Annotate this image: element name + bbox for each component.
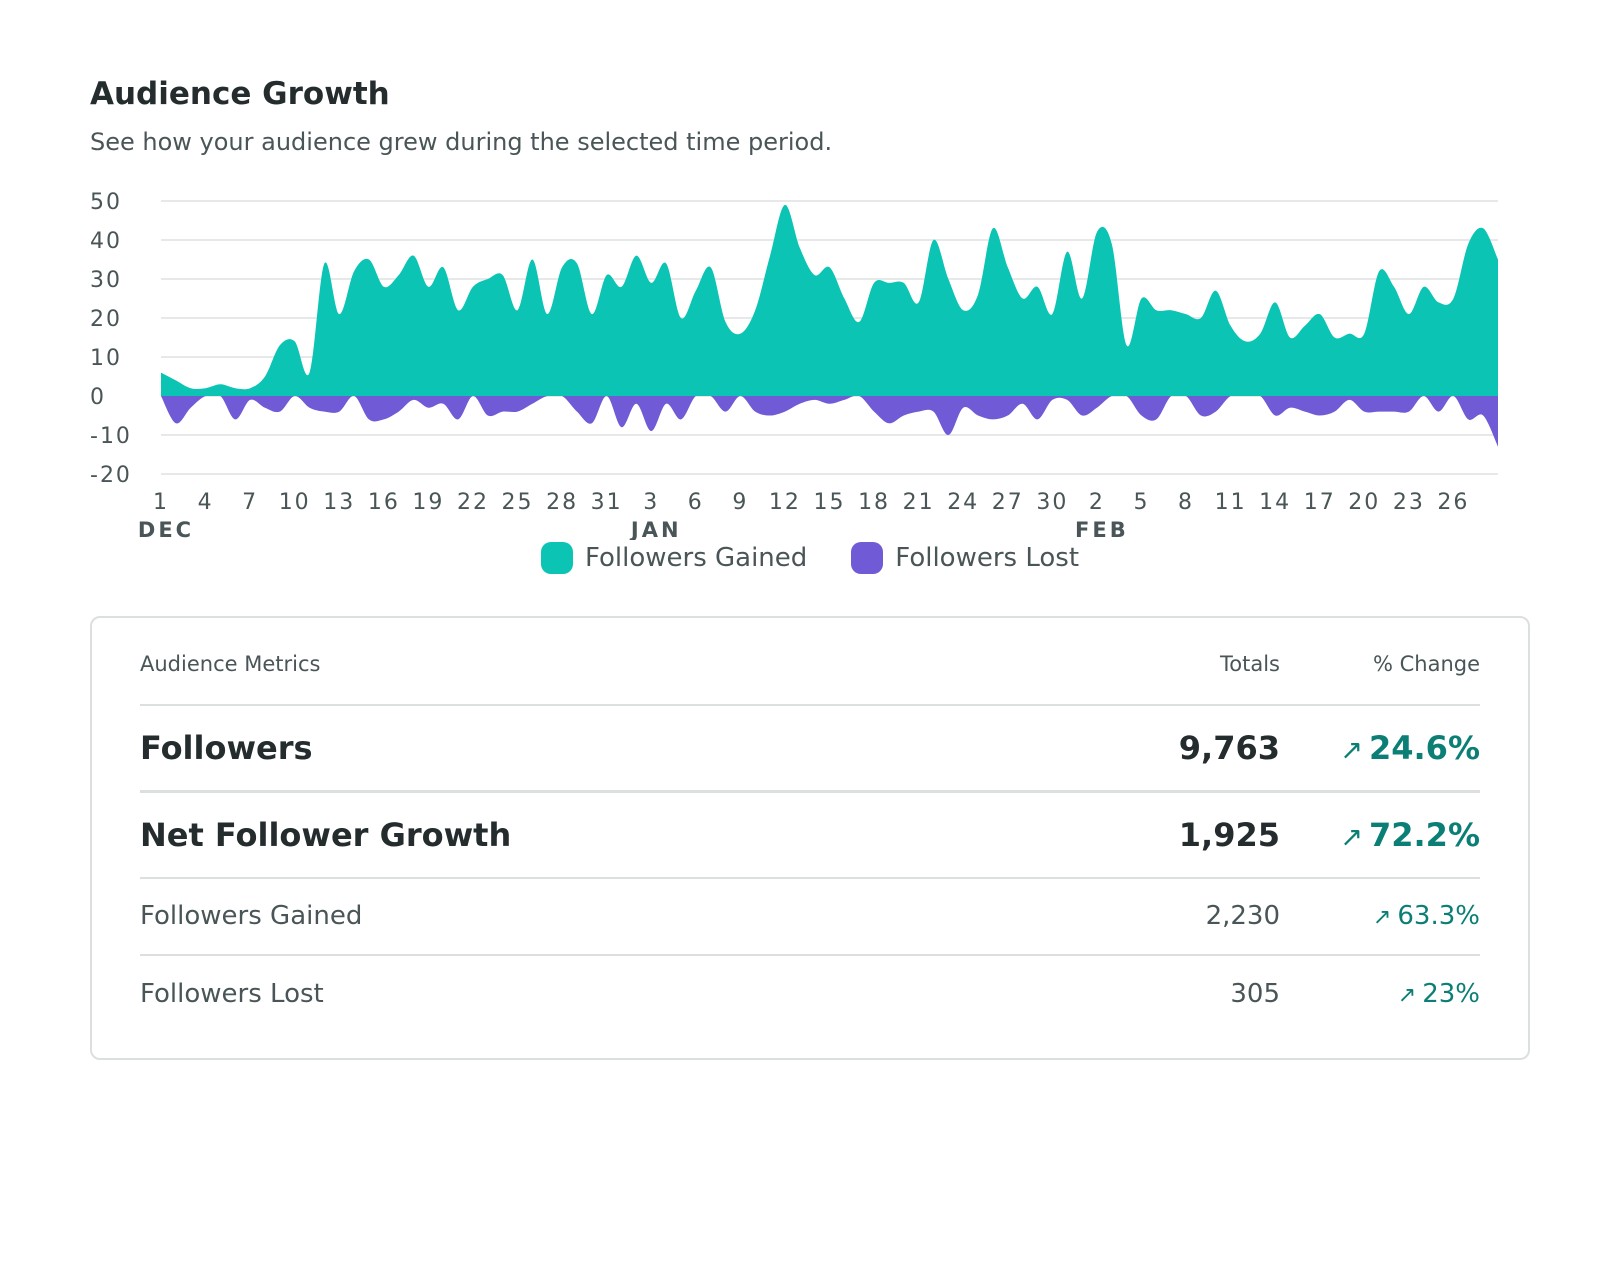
y-tick-label: 0 [90,385,106,410]
legend-swatch-lost [851,542,884,574]
x-tick-label: 22 [457,490,489,515]
divider [140,877,1480,879]
x-tick-label: 3 [643,490,659,515]
x-tick-label: 6 [688,490,704,515]
series-followers-gained-area [161,204,1498,396]
legend-item-lost[interactable]: Followers Lost [851,542,1079,574]
x-tick-label: 14 [1259,490,1291,515]
metric-total: 2,230 [1205,901,1280,931]
metric-name: Followers Gained [140,901,363,931]
y-tick-label: 10 [90,346,122,371]
x-tick-label: 25 [502,490,534,515]
metrics-row-net-growth: Net Follower Growth 1,925 ↗ 72.2% [140,809,1480,861]
y-tick-label: 40 [90,229,122,254]
metric-total: 1,925 [1178,816,1280,854]
metrics-header-name: Audience Metrics [140,652,321,676]
x-tick-label: 20 [1348,490,1380,515]
x-tick-label: 1 [153,490,169,515]
legend-label-lost: Followers Lost [895,543,1080,573]
x-tick-label: 16 [368,490,400,515]
x-tick-label: 7 [242,490,258,515]
x-tick-label: 15 [814,490,846,515]
metric-change: ↗ 23% [1397,979,1480,1009]
metric-total: 305 [1230,979,1280,1009]
metric-name: Followers [140,729,313,767]
metric-change: ↗ 63.3% [1372,901,1480,931]
trend-up-icon: ↗ [1340,735,1363,766]
x-tick-label: 5 [1133,490,1149,515]
chart-legend: Followers Gained Followers Lost [0,542,1620,574]
metric-name: Followers Lost [140,979,324,1009]
metrics-row-lost: Followers Lost 305 ↗ 23% [140,972,1480,1016]
x-tick-label: 4 [198,490,214,515]
y-tick-label: 20 [90,307,122,332]
metrics-header-row: Audience Metrics Totals % Change [140,652,1480,676]
x-tick-label: 9 [732,490,748,515]
x-tick-label: 12 [769,490,801,515]
x-tick-label: 19 [412,490,444,515]
x-tick-label: 28 [546,490,578,515]
series-followers-lost-area [161,393,1498,447]
x-tick-label: 21 [903,490,935,515]
metrics-header-change: % Change [1372,652,1480,676]
legend-label-gained: Followers Gained [584,543,808,573]
x-tick-label: 13 [323,490,355,515]
x-tick-label: 27 [992,490,1024,515]
x-month-label: DEC [138,518,194,540]
trend-up-icon: ↗ [1397,982,1417,1008]
y-tick-label: 50 [90,190,122,215]
divider [140,704,1480,706]
metric-total: 9,763 [1178,729,1280,767]
metric-change: ↗ 72.2% [1340,816,1480,854]
metrics-header-totals: Totals [1220,652,1280,676]
y-tick-label: -10 [90,424,132,449]
page-subtitle: See how your audience grew during the se… [90,128,833,156]
trend-up-icon: ↗ [1340,822,1363,853]
x-tick-label: 31 [591,490,623,515]
x-tick-label: 26 [1437,490,1469,515]
divider [140,790,1480,793]
page-title: Audience Growth [90,76,390,112]
metric-change: ↗ 24.6% [1340,729,1480,767]
x-month-label: JAN [629,518,682,540]
x-tick-label: 2 [1089,490,1105,515]
x-tick-label: 24 [947,490,979,515]
x-tick-label: 23 [1393,490,1425,515]
metrics-row-followers: Followers 9,763 ↗ 24.6% [140,722,1480,774]
metrics-row-gained: Followers Gained 2,230 ↗ 63.3% [140,894,1480,938]
x-tick-label: 18 [858,490,890,515]
y-tick-label: 30 [90,268,122,293]
x-month-label: FEB [1075,518,1129,540]
legend-swatch-gained [540,542,573,574]
metric-name: Net Follower Growth [140,816,512,854]
audience-metrics-card: Audience Metrics Totals % Change Followe… [90,616,1530,1060]
y-tick-label: -20 [90,463,132,488]
legend-item-gained[interactable]: Followers Gained [540,542,808,574]
x-tick-label: 10 [279,490,311,515]
x-tick-label: 11 [1215,490,1247,515]
divider [140,954,1480,956]
x-tick-label: 17 [1304,490,1336,515]
x-tick-label: 8 [1178,490,1194,515]
x-tick-label: 30 [1036,490,1068,515]
trend-up-icon: ↗ [1372,904,1392,930]
